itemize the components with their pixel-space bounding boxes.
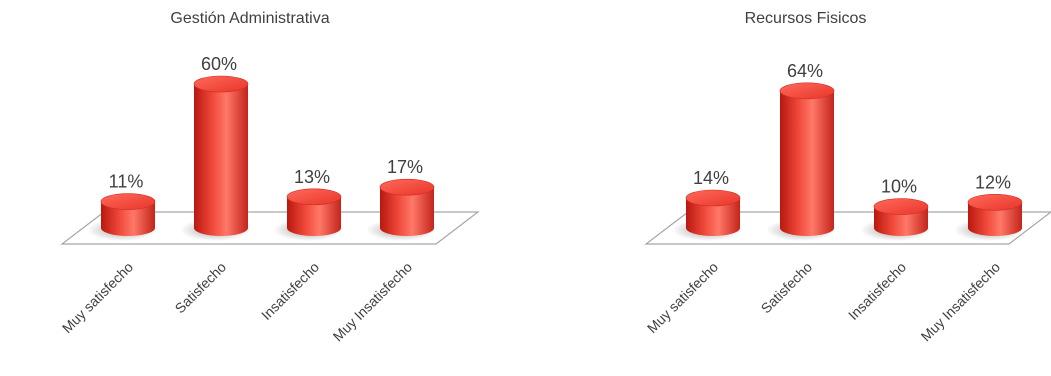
chart-svg: 11% Muy satisfecho 60% Satisfecho 13% Insatis… bbox=[59, 54, 480, 345]
bar-insatisfecho bbox=[874, 206, 928, 236]
chart-gestion-administrativa: Gestión Administrativa 11% Muy satisfecho… bbox=[0, 0, 500, 376]
bar-top bbox=[100, 193, 156, 210]
chart-recursos-fisicos: Recursos Fisicos 14% Muy satisfecho 64% Sat… bbox=[560, 0, 1051, 376]
bar-top bbox=[779, 82, 835, 100]
chart-title: Recursos Fisicos bbox=[744, 10, 867, 27]
chart-title: Gestión Administrativa bbox=[170, 10, 330, 27]
tick-label: Muy satisfecho bbox=[59, 259, 136, 336]
bar-top bbox=[967, 193, 1023, 211]
data-label: 14% bbox=[693, 168, 729, 188]
data-label: 17% bbox=[387, 157, 423, 177]
data-label: 11% bbox=[109, 172, 144, 192]
tick-label: Insatisfecho bbox=[258, 259, 322, 323]
tick-label: Satisfecho bbox=[172, 259, 230, 317]
bar-muy-satisfecho bbox=[686, 198, 740, 236]
data-label: 10% bbox=[881, 177, 917, 197]
bar-top bbox=[379, 178, 435, 196]
bar-insatisfecho bbox=[287, 196, 341, 236]
bar-top bbox=[286, 188, 342, 206]
bar-muy-insatisfecho bbox=[380, 187, 434, 236]
bar-satisfecho bbox=[194, 84, 248, 236]
bar-top bbox=[685, 189, 741, 207]
bar-muy-satisfecho bbox=[101, 201, 155, 236]
bar-top bbox=[873, 198, 929, 215]
tick-label: Muy Insatisfecho bbox=[918, 259, 1004, 345]
bar-muy-insatisfecho bbox=[968, 202, 1022, 236]
chart-svg: 14% Muy satisfecho 64% Satisfecho 10% Insatis… bbox=[644, 61, 1051, 345]
data-label: 13% bbox=[294, 167, 330, 187]
bar-top bbox=[193, 75, 249, 93]
bar-satisfecho bbox=[780, 90, 834, 236]
floor-plane bbox=[644, 211, 1051, 245]
data-label: 60% bbox=[201, 54, 237, 74]
tick-label: Satisfecho bbox=[758, 259, 816, 317]
data-label: 12% bbox=[975, 172, 1011, 192]
data-label: 64% bbox=[787, 61, 823, 81]
tick-label: Muy Insatisfecho bbox=[330, 259, 416, 345]
tick-label: Insatisfecho bbox=[845, 259, 909, 323]
tick-label: Muy satisfecho bbox=[644, 259, 721, 336]
